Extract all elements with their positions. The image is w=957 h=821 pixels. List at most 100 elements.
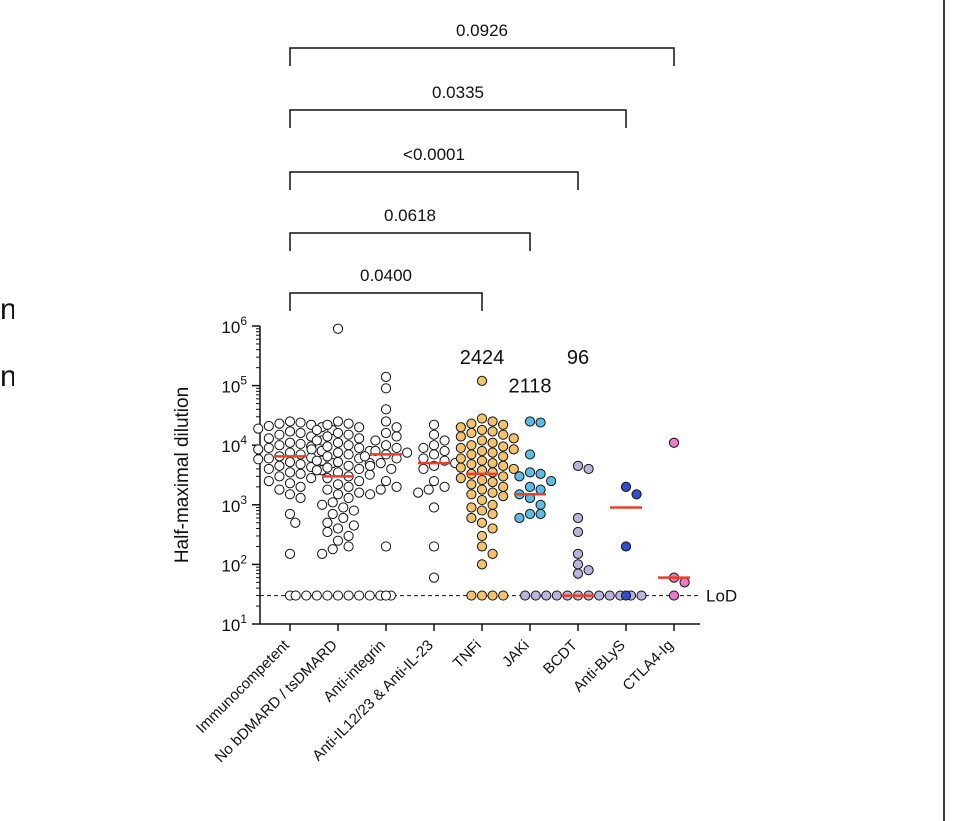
data-point xyxy=(466,479,477,490)
data-point xyxy=(306,444,317,455)
data-point xyxy=(498,451,509,462)
data-point xyxy=(487,590,498,601)
data-point xyxy=(583,565,594,576)
data-point xyxy=(524,467,536,478)
significance-bracket xyxy=(289,171,579,190)
data-point xyxy=(524,508,536,520)
data-point xyxy=(343,530,354,542)
data-point xyxy=(295,468,306,479)
data-point xyxy=(391,442,402,454)
significance-bracket xyxy=(289,292,483,311)
significance-bracket xyxy=(289,109,627,128)
data-point xyxy=(402,447,413,458)
data-point xyxy=(332,323,344,334)
data-point xyxy=(311,465,322,476)
x-tick-label: BCDT xyxy=(540,637,581,678)
data-point xyxy=(466,512,477,524)
data-point xyxy=(284,489,296,500)
data-point xyxy=(343,481,354,492)
data-point xyxy=(364,590,375,601)
data-point xyxy=(668,590,680,601)
data-point xyxy=(380,371,392,382)
data-point xyxy=(535,499,546,510)
data-point xyxy=(466,440,477,451)
data-point xyxy=(322,517,333,528)
data-point xyxy=(535,508,546,520)
data-point xyxy=(332,535,344,546)
data-point xyxy=(284,548,296,560)
data-point xyxy=(311,424,322,436)
data-point xyxy=(332,479,344,490)
data-point xyxy=(466,502,477,513)
data-point xyxy=(546,475,557,487)
data-point xyxy=(572,526,584,538)
data-point xyxy=(455,422,466,433)
data-point xyxy=(263,442,274,454)
data-point xyxy=(327,508,338,520)
data-point xyxy=(520,590,531,601)
data-point xyxy=(620,481,632,492)
data-point xyxy=(332,590,344,601)
data-point xyxy=(365,489,376,500)
data-point xyxy=(380,475,392,487)
data-point xyxy=(317,499,328,510)
data-point xyxy=(263,463,274,475)
data-point xyxy=(343,541,354,552)
data-point xyxy=(487,416,498,427)
significance-bracket xyxy=(289,47,675,66)
data-point xyxy=(263,453,274,464)
data-point xyxy=(476,424,488,436)
data-point xyxy=(524,416,536,427)
data-point xyxy=(354,442,365,454)
data-point xyxy=(524,449,536,460)
data-point xyxy=(253,454,264,465)
data-point xyxy=(413,487,424,498)
data-point xyxy=(284,478,296,489)
data-point xyxy=(476,541,488,552)
data-point xyxy=(253,423,264,434)
data-point xyxy=(380,590,392,601)
y-tick-label: 105 xyxy=(221,374,247,397)
data-point xyxy=(541,590,552,601)
data-point xyxy=(524,481,536,492)
data-point xyxy=(380,440,392,451)
data-point xyxy=(338,512,349,524)
data-point xyxy=(535,484,546,495)
data-point xyxy=(322,590,333,601)
data-point xyxy=(487,487,498,498)
data-point xyxy=(343,492,354,504)
data-point xyxy=(428,541,440,552)
data-point xyxy=(274,471,285,482)
data-point xyxy=(508,463,519,475)
data-point xyxy=(354,433,365,444)
data-point xyxy=(290,517,301,528)
data-point xyxy=(284,508,296,520)
data-point xyxy=(455,473,466,484)
data-point xyxy=(487,437,498,448)
data-point xyxy=(498,471,509,482)
y-axis-label: Half-maximal dilution xyxy=(172,387,193,563)
data-point xyxy=(428,419,440,430)
data-point xyxy=(327,497,338,508)
y-tick-label: 104 xyxy=(221,433,247,456)
data-point xyxy=(274,484,285,495)
data-point xyxy=(327,544,338,555)
data-point xyxy=(466,590,477,601)
data-point xyxy=(476,375,488,386)
data-point xyxy=(253,444,264,455)
data-point xyxy=(572,548,584,560)
data-point xyxy=(679,577,690,588)
data-point xyxy=(476,413,488,424)
data-point xyxy=(322,526,333,538)
data-point xyxy=(487,523,498,534)
data-point xyxy=(551,590,562,601)
data-point xyxy=(284,416,296,427)
data-point xyxy=(572,559,584,570)
group-count-label: 2118 xyxy=(508,376,551,398)
data-point xyxy=(375,484,386,495)
data-point xyxy=(498,441,509,452)
data-point xyxy=(455,453,466,464)
data-point xyxy=(322,431,333,442)
data-point xyxy=(466,427,477,439)
